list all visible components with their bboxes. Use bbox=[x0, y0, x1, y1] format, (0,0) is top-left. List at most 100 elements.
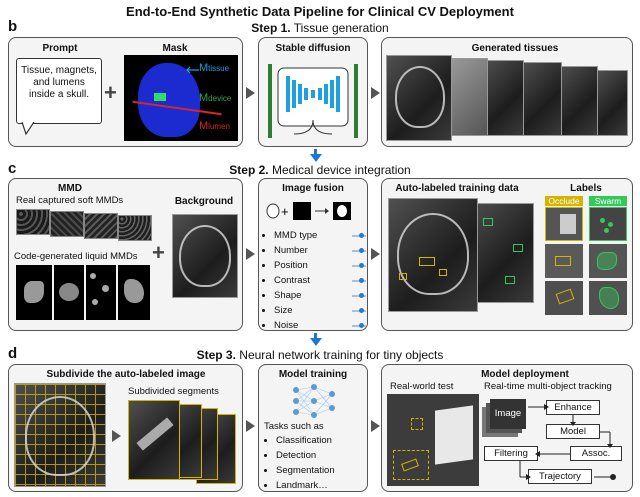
liquid-mmd-image bbox=[86, 265, 116, 320]
occlude-tag: Occlude bbox=[545, 196, 583, 206]
m-tissue-label: Mtissue bbox=[199, 62, 229, 74]
neural-network-icon bbox=[293, 384, 335, 418]
swarm-sample bbox=[589, 207, 627, 241]
task-item: Detection bbox=[276, 448, 335, 463]
unet-icon bbox=[268, 64, 358, 138]
real-world-test-label: Real-world test bbox=[390, 381, 454, 392]
gridded-image bbox=[14, 383, 106, 487]
background-title: Background bbox=[174, 196, 234, 207]
generated-tissues-title: Generated tissues bbox=[471, 43, 559, 54]
parameter-slider-icon bbox=[352, 308, 366, 313]
subdivide-title: Subdivide the auto-labeled image bbox=[46, 369, 206, 380]
labels-title: Labels bbox=[570, 183, 602, 194]
skull-outline bbox=[25, 396, 95, 476]
blue-arrow-down-icon bbox=[310, 338, 322, 346]
real-mmd-image bbox=[118, 215, 152, 241]
generated-tissue-image bbox=[448, 58, 488, 136]
tissue-region bbox=[138, 63, 200, 137]
enhance-block: Enhance bbox=[546, 400, 600, 415]
liquid-mmd-image bbox=[16, 265, 52, 320]
task-item: Segmentation bbox=[276, 463, 335, 478]
fusion-parameter-label: Position bbox=[274, 260, 308, 271]
m-device-sub: device bbox=[208, 94, 232, 103]
panel-letter-c: c bbox=[8, 160, 17, 177]
liquid-mmd-image bbox=[118, 265, 150, 320]
panel-letter-b: b bbox=[8, 18, 18, 35]
blue-arrow-shaft bbox=[314, 333, 317, 339]
swarm-tag: Swarm bbox=[589, 196, 627, 206]
zoom-box bbox=[393, 450, 429, 480]
mask-title: Mask bbox=[162, 43, 188, 54]
arrow-right-icon bbox=[246, 248, 255, 260]
task-item: Landmark… bbox=[276, 478, 335, 493]
generated-tissue-image bbox=[482, 60, 524, 136]
roi-box bbox=[411, 418, 423, 430]
parameter-slider-icon bbox=[352, 293, 366, 298]
fusion-parameter-label: Contrast bbox=[274, 275, 310, 286]
plus-icon: + bbox=[104, 80, 117, 105]
tissue-arrow-icon bbox=[186, 66, 199, 74]
fusion-parameter-label: Number bbox=[274, 245, 308, 256]
parameter-slider-icon bbox=[352, 233, 366, 238]
step2-heading: Step 2. Medical device integration bbox=[0, 163, 640, 177]
panel-letter-d: d bbox=[8, 345, 18, 362]
skull-outline bbox=[395, 66, 445, 128]
auto-labeled-title: Auto-labeled training data bbox=[395, 183, 519, 194]
plus-icon: + bbox=[152, 240, 165, 265]
generated-tissue-image bbox=[520, 62, 562, 136]
arrow-right-icon bbox=[246, 87, 255, 99]
stable-diffusion-title: Stable diffusion bbox=[275, 43, 351, 54]
step2-label: Step 2. bbox=[229, 163, 269, 177]
generated-tissue-image bbox=[558, 66, 598, 136]
magnet-block bbox=[435, 405, 473, 465]
fusion-parameter-label: MMD type bbox=[274, 230, 318, 241]
speech-tail-icon bbox=[21, 122, 35, 136]
fusion-parameter-item: Contrast bbox=[274, 273, 366, 288]
image-stack: Image bbox=[490, 399, 526, 429]
device-region bbox=[154, 93, 166, 101]
task-item: Classification bbox=[276, 433, 335, 448]
prompt-title: Prompt bbox=[42, 43, 78, 54]
real-mmd-image bbox=[50, 211, 84, 237]
occlude-sample bbox=[545, 244, 583, 278]
image-fusion-title: Image fusion bbox=[282, 183, 344, 194]
model-training-title: Model training bbox=[278, 369, 348, 380]
tasks-list: ClassificationDetectionSegmentationLandm… bbox=[264, 433, 335, 493]
m-lumen-sub: lumen bbox=[208, 122, 230, 131]
fusion-parameter-label: Noise bbox=[274, 320, 299, 331]
parameter-slider-icon bbox=[352, 263, 366, 268]
svg-text:+: + bbox=[281, 204, 289, 219]
parameter-slider-icon bbox=[352, 248, 366, 253]
arrow-right-icon bbox=[371, 87, 380, 99]
fusion-parameter-item: Number bbox=[274, 243, 366, 258]
prompt-bubble: Tissue, magnets, and lumens inside a sku… bbox=[16, 58, 102, 124]
fusion-parameter-item: Shape bbox=[274, 288, 366, 303]
skull-outline bbox=[397, 213, 469, 295]
step1-heading: Step 1. Tissue generation bbox=[0, 21, 640, 35]
swarm-sample bbox=[589, 244, 627, 278]
m-tissue-sub: tissue bbox=[208, 64, 230, 73]
blue-arrow-down-icon bbox=[310, 154, 322, 162]
fusion-parameter-list: MMD type Number Position Contrast Shape Size N… bbox=[262, 228, 366, 333]
fusion-parameter-label: Shape bbox=[274, 290, 302, 301]
step2-text: Medical device integration bbox=[268, 163, 411, 177]
labeled-image-front bbox=[388, 198, 478, 312]
step3-text: Neural network training for tiny objects bbox=[235, 348, 444, 362]
fusion-icon: + bbox=[266, 202, 351, 220]
occlude-sample bbox=[545, 281, 583, 315]
segment-image bbox=[128, 400, 180, 480]
model-deployment-title: Model deployment bbox=[481, 369, 569, 380]
m-device-label: Mdevice bbox=[199, 92, 231, 104]
fusion-parameter-item: Size bbox=[274, 303, 366, 318]
assoc-block: Assoc. bbox=[570, 446, 622, 461]
generated-tissue-image bbox=[386, 55, 452, 141]
liquid-mmd-image bbox=[54, 265, 84, 320]
skull-outline bbox=[179, 225, 231, 287]
parameter-slider-icon bbox=[352, 323, 366, 328]
swarm-sample bbox=[589, 281, 627, 315]
subdivided-caption: Subdivided segments bbox=[128, 386, 219, 397]
tracking-flow-arrows bbox=[519, 404, 616, 480]
occlude-sample bbox=[545, 207, 583, 241]
fusion-parameter-item: Position bbox=[274, 258, 366, 273]
mmd-title: MMD bbox=[58, 183, 82, 194]
